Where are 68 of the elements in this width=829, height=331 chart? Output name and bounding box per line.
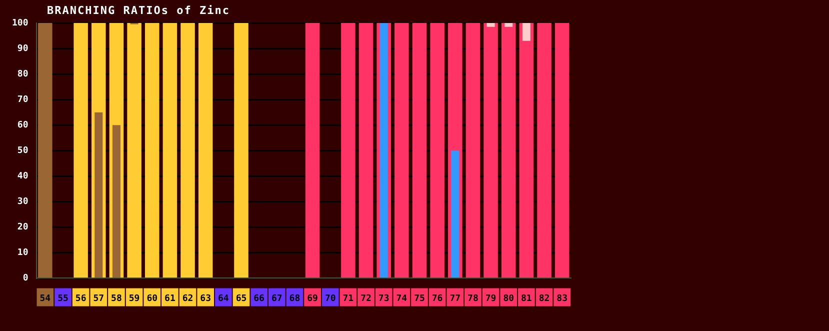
y-tick-label: 60: [17, 120, 28, 130]
bar: [412, 23, 427, 278]
y-tick-label: 80: [17, 69, 28, 80]
y-tick-label: 20: [17, 222, 28, 233]
bar: [127, 23, 142, 278]
x-tick-label: 83: [556, 294, 568, 304]
bar: [522, 23, 530, 41]
chart-title: BRANCHING RATIOs of Zinc: [47, 4, 230, 17]
bar: [501, 23, 516, 278]
bar: [537, 23, 552, 278]
bar: [112, 125, 120, 278]
bar: [466, 23, 480, 278]
x-tick-label: 69: [307, 294, 318, 304]
x-tick-label: 55: [58, 294, 68, 304]
bar: [341, 23, 356, 278]
y-tick-label: 90: [17, 44, 28, 54]
bar: [430, 23, 444, 278]
x-tick-label: 61: [164, 294, 176, 304]
bar: [380, 23, 388, 278]
y-tick-label: 30: [17, 196, 28, 207]
x-tick-label: 70: [324, 294, 336, 304]
bar: [358, 23, 374, 278]
bar: [305, 23, 320, 278]
x-tick-label: 63: [200, 294, 212, 304]
x-tick-label: 73: [378, 294, 390, 304]
y-tick-label: 70: [17, 94, 28, 105]
bar: [484, 23, 498, 278]
x-tick-label: 79: [485, 294, 496, 304]
x-tick-label: 58: [111, 294, 122, 304]
bar: [162, 23, 178, 278]
bar: [486, 23, 495, 27]
x-tick-label: 78: [468, 294, 478, 304]
bar: [451, 150, 460, 278]
x-tick-label: 76: [432, 294, 443, 304]
x-tick-label: 62: [182, 294, 194, 304]
x-tick-label: 74: [396, 294, 408, 304]
bar: [198, 23, 213, 278]
y-tick-label: 50: [17, 146, 28, 156]
bar: [144, 23, 160, 278]
y-tick-label: 40: [17, 171, 28, 182]
x-tick-label: 54: [40, 294, 52, 304]
x-tick-label: 64: [218, 294, 230, 304]
y-tick-label: 0: [22, 274, 28, 284]
x-tick-label: 67: [271, 294, 282, 304]
x-tick-label: 82: [538, 294, 550, 304]
bar: [234, 23, 248, 278]
x-tick-label: 81: [521, 294, 532, 304]
x-tick-label: 75: [414, 294, 425, 304]
bar: [394, 23, 409, 278]
x-tick-label: 72: [360, 294, 372, 304]
bar: [180, 23, 195, 278]
x-tick-label: 59: [128, 294, 140, 304]
bar: [554, 23, 570, 278]
bar: [94, 112, 103, 278]
bar: [504, 23, 513, 27]
bar: [519, 23, 534, 278]
x-tick-label: 68: [289, 294, 300, 304]
x-tick-label: 66: [254, 294, 264, 304]
x-tick-label: 56: [75, 294, 86, 304]
x-tick-label: 65: [236, 294, 247, 304]
y-tick-label: 100: [12, 18, 28, 28]
bar: [74, 23, 88, 278]
x-tick-label: 60: [146, 294, 158, 304]
y-tick-label: 10: [17, 248, 28, 258]
x-tick-label: 80: [503, 294, 514, 304]
x-tick-label: 77: [450, 294, 461, 304]
x-tick-label: 71: [342, 294, 354, 304]
x-tick-label: 57: [93, 294, 104, 304]
